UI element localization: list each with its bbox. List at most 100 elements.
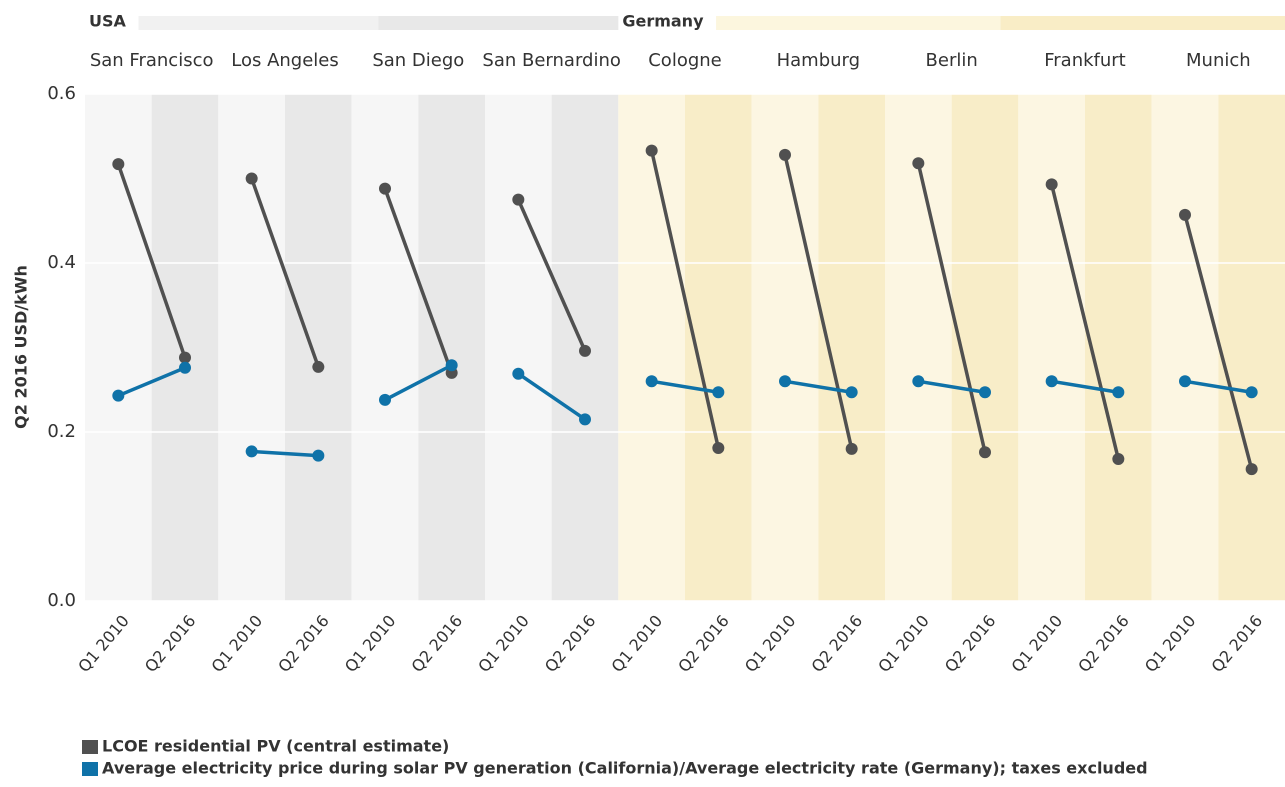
point — [579, 344, 591, 357]
slope-line — [651, 379, 719, 395]
column-band — [885, 94, 952, 601]
point — [1045, 178, 1058, 191]
point — [912, 157, 925, 170]
x-tick-label: Q1 2010 — [1008, 611, 1067, 676]
group-header-bar — [138, 16, 379, 30]
point — [645, 144, 658, 157]
legend-swatch — [82, 762, 98, 776]
column-band — [1085, 94, 1152, 601]
city-label: San Diego — [372, 50, 464, 71]
slope-line — [1051, 379, 1119, 395]
slope-line — [918, 379, 986, 395]
column-band — [751, 94, 819, 601]
y-tick-label: 0.2 — [47, 421, 76, 442]
city-label: Frankfurt — [1044, 50, 1126, 71]
column-band — [351, 94, 419, 601]
point — [312, 449, 325, 462]
point — [712, 386, 725, 399]
x-tick-label: Q1 2010 — [208, 611, 267, 676]
x-tick-label: Q1 2010 — [341, 611, 400, 676]
column-band — [151, 94, 219, 601]
slope-line — [1184, 379, 1252, 395]
point — [1045, 375, 1058, 388]
point — [1179, 208, 1191, 221]
group-header-bar — [716, 16, 1001, 30]
slope-line — [250, 177, 320, 368]
x-tick-label: Q2 2016 — [1208, 611, 1267, 676]
point — [312, 360, 325, 373]
point — [179, 351, 191, 364]
point — [179, 361, 191, 374]
city-label: Los Angeles — [231, 50, 339, 71]
column-band — [951, 94, 1019, 601]
point — [512, 193, 525, 206]
x-tick-label: Q1 2010 — [1141, 611, 1200, 676]
x-tick-label: Q2 2016 — [274, 611, 333, 676]
point — [112, 158, 125, 171]
legend-swatch — [82, 740, 98, 754]
column-band — [485, 94, 552, 601]
point — [845, 442, 858, 455]
slope-line — [784, 379, 852, 395]
slope-line — [916, 162, 987, 453]
city-label: Cologne — [648, 50, 722, 71]
bands — [85, 94, 1285, 601]
slope-line — [649, 150, 721, 449]
slope-line — [1049, 184, 1121, 460]
city-label: Hamburg — [777, 50, 860, 71]
point — [845, 386, 858, 399]
slope-line — [117, 366, 186, 398]
group-label: USA — [89, 12, 127, 31]
x-tick-label: Q2 2016 — [541, 611, 600, 676]
column-band — [285, 94, 352, 601]
city-label: Munich — [1186, 50, 1251, 71]
city-label: San Bernardino — [482, 50, 620, 71]
x-tick-label: Q2 2016 — [1074, 611, 1133, 676]
x-tick-label: Q1 2010 — [608, 611, 667, 676]
slope-line — [383, 188, 454, 374]
slope-line — [116, 163, 187, 359]
slope-line — [517, 372, 586, 421]
column-band — [85, 94, 152, 601]
point — [645, 375, 658, 388]
y-tick-label: 0.6 — [47, 83, 76, 104]
point — [1245, 386, 1258, 399]
x-tick-label: Q2 2016 — [674, 611, 733, 676]
point — [779, 148, 791, 161]
x-tick-label: Q2 2016 — [408, 611, 467, 676]
point — [1245, 463, 1258, 476]
point — [1112, 453, 1125, 466]
slope-line — [783, 154, 854, 450]
point — [245, 172, 258, 185]
point — [379, 393, 391, 406]
x-tick-label: Q1 2010 — [74, 611, 133, 676]
legend-label: Average electricity price during solar P… — [102, 759, 1148, 778]
slope-line — [251, 449, 319, 458]
x-tick-label: Q1 2010 — [874, 611, 933, 676]
point — [779, 375, 791, 388]
point — [1112, 386, 1125, 399]
point — [979, 386, 991, 399]
y-tick-label: 0.0 — [47, 590, 76, 611]
x-tick-label: Q1 2010 — [474, 611, 533, 676]
y-axis-title: Q2 2016 USD/kWh — [12, 265, 31, 429]
point — [712, 442, 725, 455]
group-header-bar — [378, 16, 619, 30]
y-tick-label: 0.4 — [47, 252, 76, 273]
point — [445, 359, 458, 372]
point — [979, 446, 991, 459]
point — [579, 413, 591, 426]
x-tick-label: Q1 2010 — [741, 611, 800, 676]
point — [1179, 375, 1191, 388]
city-label: Berlin — [926, 50, 978, 71]
group-label: Germany — [622, 12, 704, 31]
column-band — [618, 94, 685, 601]
slope-line — [1183, 214, 1254, 470]
column-band — [218, 94, 285, 601]
point — [245, 445, 258, 458]
slope-line — [384, 363, 453, 402]
x-tick-label: Q2 2016 — [808, 611, 867, 676]
point — [512, 367, 525, 380]
point — [379, 182, 391, 195]
